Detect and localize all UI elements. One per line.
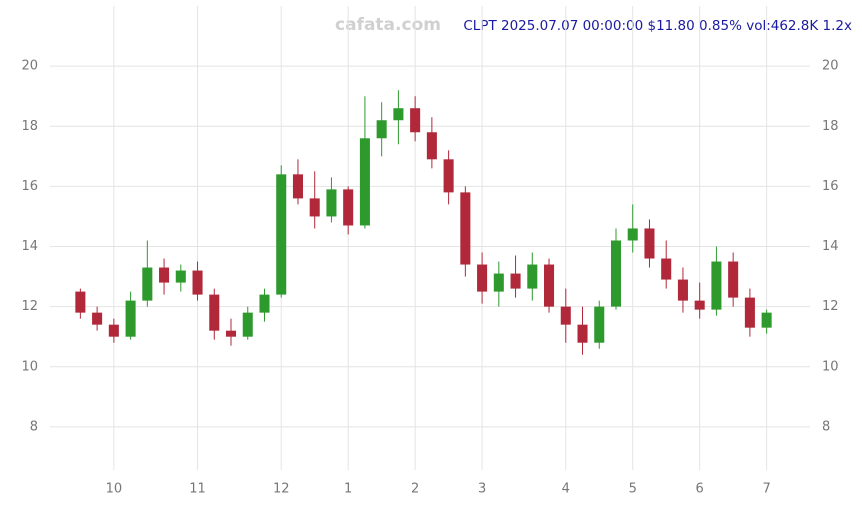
candle-body bbox=[594, 306, 605, 343]
candle-body bbox=[192, 270, 203, 295]
x-tick-label: 11 bbox=[189, 482, 206, 497]
candle-body bbox=[209, 294, 220, 331]
candle-body bbox=[711, 261, 722, 310]
x-tick-label: 2 bbox=[411, 482, 419, 497]
candle-body bbox=[159, 267, 170, 283]
candle-body bbox=[728, 261, 739, 298]
candle-body bbox=[292, 174, 303, 199]
candle-body bbox=[343, 189, 354, 226]
candle-body bbox=[276, 174, 287, 295]
y-tick-label: 12 bbox=[21, 299, 38, 314]
y-tick-label: 12 bbox=[822, 299, 839, 314]
candle-body bbox=[75, 291, 86, 313]
y-tick-label: 20 bbox=[822, 59, 839, 74]
watermark: cafata.com bbox=[335, 15, 441, 35]
candle-body bbox=[259, 294, 270, 313]
candle-body bbox=[460, 192, 471, 265]
candle-body bbox=[761, 312, 772, 328]
chart-title: CLPT 2025.07.07 00:00:00 $11.80 0.85% vo… bbox=[463, 18, 852, 34]
y-tick-label: 16 bbox=[822, 179, 839, 194]
candle-body bbox=[309, 198, 320, 217]
candle-body bbox=[510, 273, 521, 289]
candle-body bbox=[610, 240, 622, 307]
candle-body bbox=[108, 324, 119, 337]
candle-body bbox=[477, 264, 488, 292]
candle-body bbox=[644, 228, 655, 259]
y-tick-label: 10 bbox=[822, 359, 839, 374]
y-tick-label: 20 bbox=[21, 59, 38, 74]
x-tick-label: 3 bbox=[478, 482, 486, 497]
y-tick-label: 18 bbox=[21, 119, 38, 134]
y-tick-label: 14 bbox=[822, 239, 839, 254]
candle-body bbox=[326, 189, 337, 217]
y-tick-label: 8 bbox=[30, 419, 38, 434]
x-tick-label: 1 bbox=[344, 482, 352, 497]
y-tick-label: 16 bbox=[21, 179, 38, 194]
y-tick-label: 10 bbox=[21, 359, 38, 374]
x-tick-label: 7 bbox=[762, 482, 770, 497]
candle-body bbox=[493, 273, 504, 292]
x-tick-label: 5 bbox=[629, 482, 637, 497]
candle-body bbox=[142, 267, 153, 301]
candle-body bbox=[359, 138, 370, 226]
candle-body bbox=[744, 297, 755, 328]
candle-body bbox=[527, 264, 538, 289]
x-tick-label: 10 bbox=[106, 482, 123, 497]
candle-body bbox=[376, 120, 387, 139]
y-tick-label: 8 bbox=[822, 419, 830, 434]
x-tick-label: 4 bbox=[562, 482, 570, 497]
candle-body bbox=[426, 132, 437, 160]
candle-body bbox=[661, 258, 672, 280]
candle-body bbox=[694, 300, 705, 310]
candle-body bbox=[677, 279, 688, 301]
candle-body bbox=[125, 300, 136, 337]
candle-body bbox=[577, 324, 588, 343]
candle-body bbox=[92, 312, 103, 325]
candle-body bbox=[393, 108, 404, 121]
candle-body bbox=[443, 159, 454, 193]
candle-body bbox=[175, 270, 186, 283]
candle-body bbox=[242, 312, 253, 337]
candle-body bbox=[225, 330, 237, 337]
candle-body bbox=[410, 108, 421, 133]
candle-body bbox=[560, 306, 571, 325]
x-tick-label: 6 bbox=[696, 482, 704, 497]
y-tick-label: 14 bbox=[21, 239, 38, 254]
candle-body bbox=[544, 264, 555, 307]
candle-body bbox=[627, 228, 638, 241]
x-tick-label: 12 bbox=[273, 482, 290, 497]
y-tick-label: 18 bbox=[822, 119, 839, 134]
